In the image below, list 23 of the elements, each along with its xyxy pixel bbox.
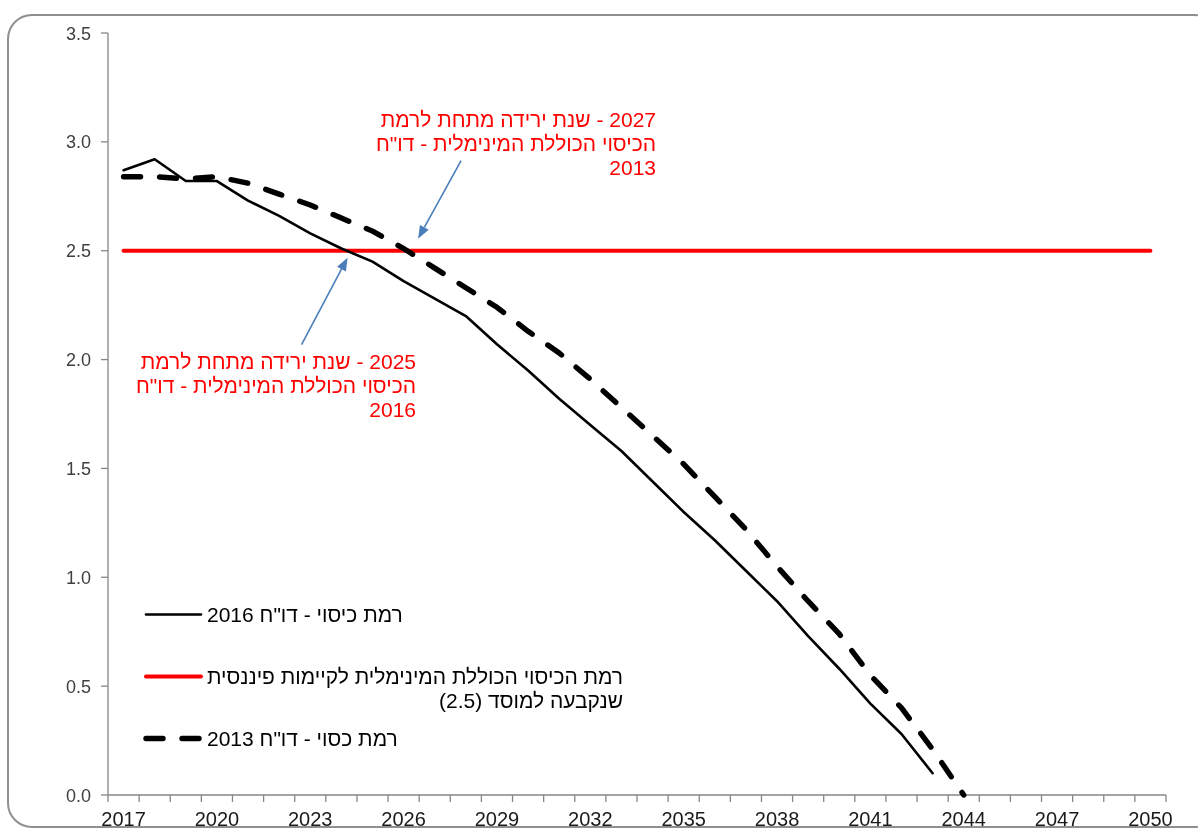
y-tick-label: 0.5 (65, 676, 91, 697)
x-tick-label: 2020 (194, 808, 240, 830)
legend-label: רמת הכיסוי הכוללת המינימלית לקיימות פיננסית שנקבעה למוסד (2.5) (207, 665, 624, 712)
y-tick-label: 3.5 (65, 23, 91, 44)
x-tick-label: 2032 (568, 808, 613, 830)
x-tick-label: 2050 (1128, 808, 1173, 830)
x-tick-label: 2041 (848, 808, 893, 830)
x-tick-label: 2029 (474, 808, 520, 830)
y-tick-label: 3.0 (65, 132, 91, 153)
x-tick-label: 2035 (661, 808, 706, 830)
x-tick-label: 2017 (101, 808, 146, 830)
x-tick-label: 2023 (288, 808, 333, 830)
x-tick-label: 2026 (381, 808, 426, 830)
legend-label: רמת כיסוי - דו"ח 2016 (207, 603, 403, 626)
legend-label: רמת כסוי - דו"ח 2013 (207, 727, 398, 750)
y-tick-label: 0.0 (65, 785, 91, 806)
x-tick-label: 2047 (1034, 808, 1080, 830)
y-tick-label: 2.5 (65, 241, 91, 262)
y-tick-label: 1.0 (65, 567, 91, 588)
y-tick-label: 1.5 (65, 458, 91, 479)
x-tick-label: 2038 (754, 808, 800, 830)
y-tick-label: 2.0 (65, 350, 91, 371)
x-tick-label: 2044 (941, 808, 986, 830)
